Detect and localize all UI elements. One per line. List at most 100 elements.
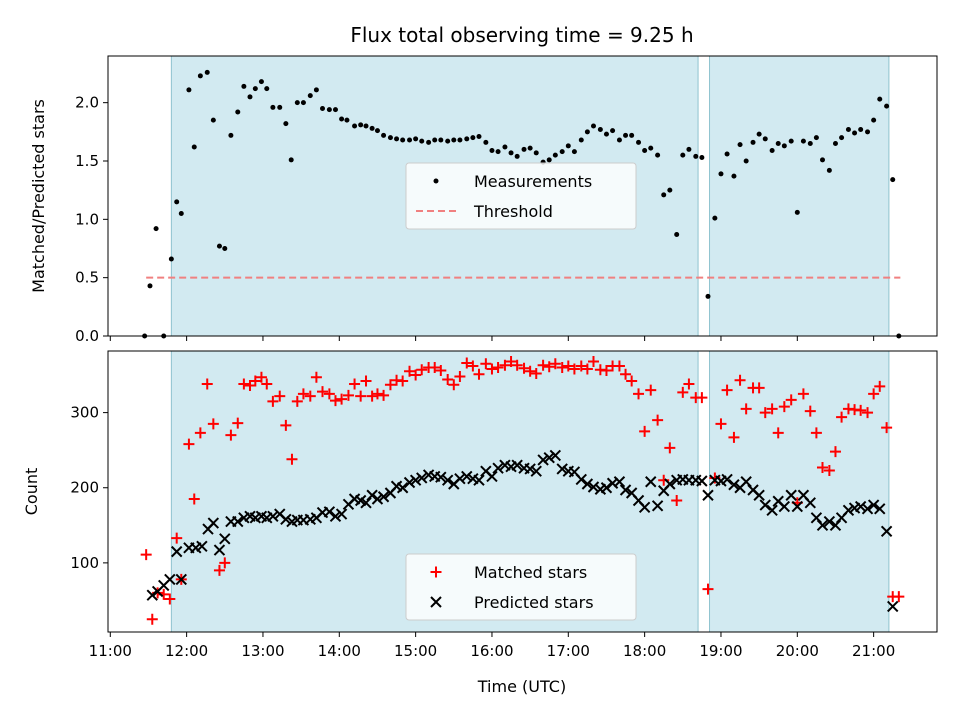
predicted-star-point	[377, 491, 390, 503]
predicted-star-point	[778, 500, 791, 513]
matched-star-point	[164, 593, 176, 605]
measurement-point	[476, 134, 482, 139]
matched-star-point	[505, 356, 517, 368]
legend-label: Matched stars	[474, 563, 587, 582]
measurement-point	[781, 143, 787, 149]
measurement-point	[413, 136, 419, 142]
measurement-point	[216, 243, 222, 249]
measurement-point	[438, 137, 444, 143]
predicted-star-point	[232, 515, 244, 528]
measurement-point	[667, 187, 673, 193]
matched-star-point	[329, 395, 341, 407]
predicted-star-point	[842, 504, 855, 516]
matched-star-point	[397, 375, 409, 387]
measurement-point	[521, 146, 527, 152]
matched-star-point	[297, 388, 309, 400]
measurement-point	[470, 135, 476, 141]
matched-star-point	[140, 549, 152, 561]
matched-star-point	[868, 388, 880, 400]
measurement-point	[300, 100, 306, 106]
matched-star-point	[442, 374, 454, 386]
measurement-point	[648, 145, 654, 151]
chart-title: Flux total observing time = 9.25 h	[350, 23, 693, 47]
measurement-point	[381, 132, 387, 138]
legend-frame	[405, 553, 637, 621]
matched-star-point	[404, 365, 416, 377]
measurement-point	[228, 132, 234, 138]
predicted-star-point	[267, 510, 279, 523]
predicted-star-point	[766, 504, 778, 516]
x-tick-label: 14:00	[318, 642, 361, 660]
measurement-point	[258, 79, 264, 85]
predicted-star-point	[613, 476, 626, 488]
legend-marker-swatch	[430, 596, 442, 608]
measurement-point	[629, 132, 635, 138]
measurement-point	[705, 293, 711, 299]
measurement-point	[686, 146, 692, 152]
measurement-point	[839, 135, 845, 141]
measurement-point	[590, 123, 596, 129]
measurement-point	[724, 151, 730, 157]
predicted-star-point	[511, 459, 523, 471]
top-panel-frame	[107, 55, 938, 337]
measurement-point	[464, 136, 470, 142]
x-tick-label: 19:00	[699, 642, 742, 660]
matched-star-point	[384, 379, 396, 391]
legend-label: Predicted stars	[474, 593, 594, 612]
measurement-point	[197, 73, 203, 79]
measurement-point	[756, 131, 762, 137]
matched-star-point	[753, 382, 765, 394]
measurement-point	[527, 145, 533, 151]
matched-star-point	[633, 388, 645, 400]
matched-star-point	[797, 388, 809, 400]
matched-star-point	[721, 384, 733, 396]
measurement-point	[264, 86, 270, 92]
measurement-point	[426, 139, 432, 145]
observing-interval	[709, 56, 889, 336]
predicted-star-point	[785, 489, 797, 501]
measurement-point	[307, 93, 313, 99]
y-tick-label: 200	[70, 479, 99, 497]
predicted-star-point	[753, 489, 765, 501]
predicted-star-point	[416, 472, 428, 484]
measurement-point	[775, 141, 781, 146]
x-tick-label: 15:00	[394, 642, 437, 660]
matched-star-point	[371, 388, 383, 400]
measurement-point	[826, 167, 832, 173]
matched-star-point	[600, 365, 612, 377]
bottom-panel-y-ticks: 100 200 300	[70, 404, 108, 572]
matched-star-point	[829, 446, 841, 458]
matched-star-point	[342, 389, 354, 401]
measurement-point	[495, 149, 501, 155]
measurement-point	[358, 122, 364, 128]
matched-star-point	[613, 360, 625, 372]
matched-star-point	[410, 369, 422, 381]
measurement-point	[552, 152, 558, 158]
matched-star-point	[696, 392, 708, 404]
matched-star-point	[881, 422, 893, 434]
top-panel-y-ticks: 0.0 0.5 1.0 1.5 2.0	[75, 94, 108, 345]
predicted-star-point	[816, 519, 829, 532]
measurement-point	[204, 69, 210, 75]
matched-star-point	[467, 360, 479, 372]
measurement-point	[191, 144, 197, 150]
measurement-point	[277, 104, 283, 110]
x-axis-label: Time (UTC)	[477, 677, 566, 696]
matched-star-point	[366, 390, 378, 402]
x-tick-label: 20:00	[776, 642, 819, 660]
measurement-point	[400, 137, 406, 143]
measurement-point	[352, 123, 358, 129]
series-matched-stars	[140, 356, 905, 625]
measurement-point	[737, 142, 743, 148]
matched-star-point	[626, 375, 638, 387]
matched-star-point	[378, 389, 390, 401]
predicted-star-point	[861, 503, 874, 515]
matched-star-point	[816, 461, 828, 473]
bottom-panel-series	[140, 356, 905, 625]
predicted-star-point	[696, 475, 708, 487]
matched-star-point	[530, 368, 542, 380]
matched-star-point	[671, 495, 683, 507]
predicted-star-point	[454, 473, 466, 485]
predicted-star-point	[530, 465, 542, 477]
measurement-point	[178, 211, 184, 216]
